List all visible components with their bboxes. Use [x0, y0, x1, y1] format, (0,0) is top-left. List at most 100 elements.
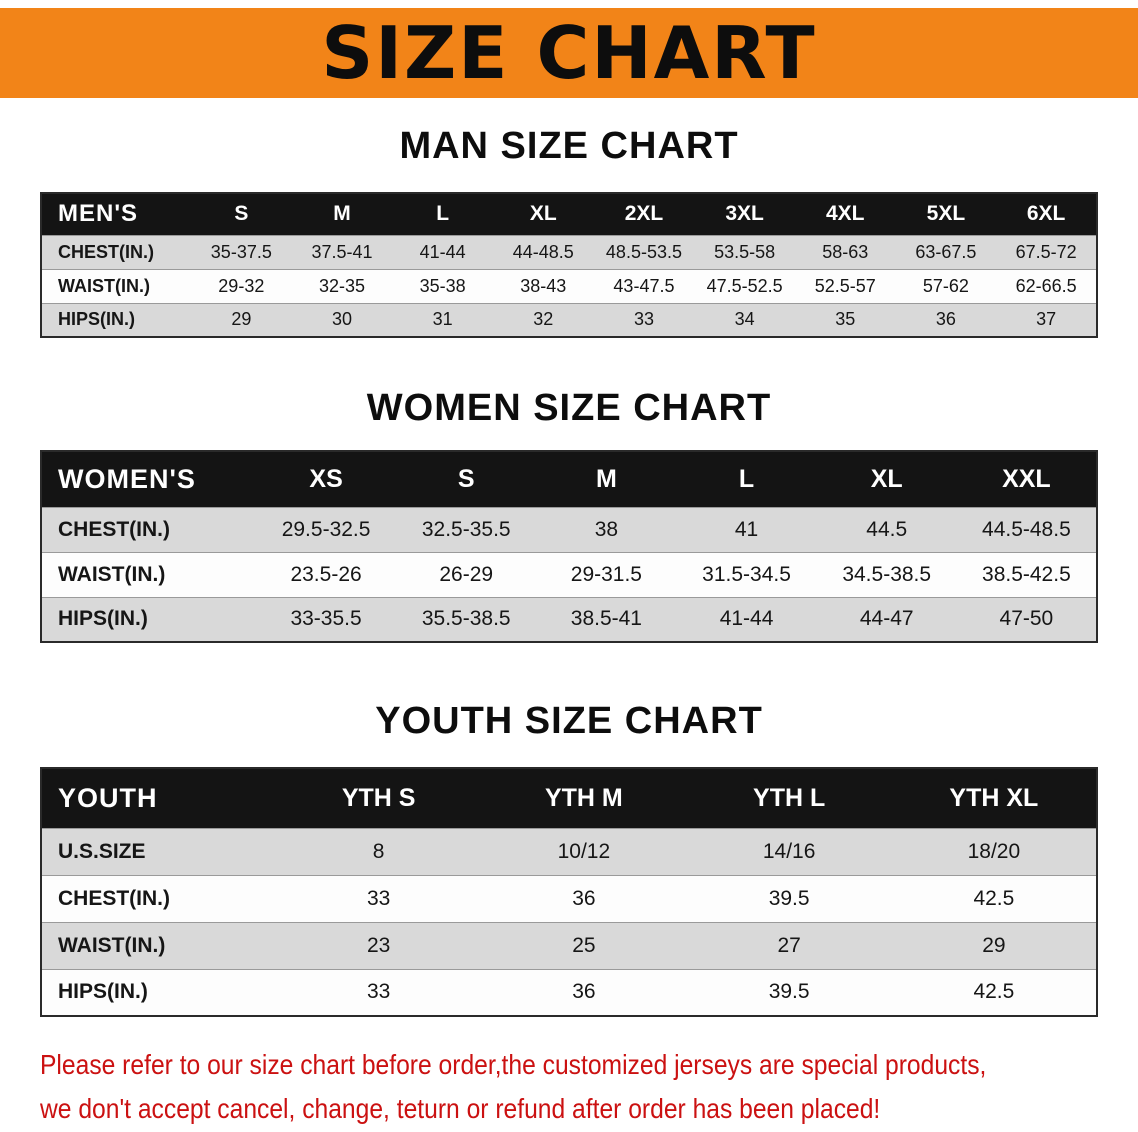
- size-value: 57-62: [922, 275, 969, 296]
- row-label: WAIST(IN.): [58, 562, 166, 586]
- size-value: 67.5-72: [1015, 241, 1077, 262]
- row-label: WAIST(IN.): [58, 275, 150, 296]
- size-column-header: S: [396, 451, 537, 507]
- size-value: 41-44: [719, 607, 774, 631]
- size-column-header: M: [536, 451, 677, 507]
- size-value: 43-47.5: [613, 275, 675, 296]
- size-value: 41-44: [419, 241, 466, 262]
- size-value: 8: [372, 839, 385, 863]
- size-column-header: XL: [492, 193, 594, 235]
- size-value: 42.5: [973, 980, 1015, 1004]
- men-size-table: MEN'S S M L XL 2XL 3XL 4XL 5XL 6XL CHEST(IN.) 35-37…: [40, 192, 1098, 338]
- size-value: 10/12: [557, 839, 611, 863]
- size-column-header: L: [392, 193, 493, 235]
- size-column-header: XXL: [956, 451, 1097, 507]
- size-value: 32-35: [318, 275, 365, 296]
- size-value: 52.5-57: [814, 275, 876, 296]
- disclaimer-line-1: Please refer to our size chart before or…: [40, 1049, 987, 1080]
- size-value: 37: [1036, 309, 1057, 330]
- title-banner: SIZE CHART: [0, 8, 1138, 98]
- size-value: 33: [366, 980, 391, 1004]
- women-size-table: WOMEN'S XS S M L XL XXL CHEST(IN.) 29.5-32.5 32.5…: [40, 450, 1098, 643]
- size-column-header: YTH L: [686, 768, 892, 828]
- size-value: 48.5-53.5: [605, 241, 682, 262]
- size-column-header: YTH M: [481, 768, 687, 828]
- size-value: 32: [533, 309, 554, 330]
- men-section-heading: MAN SIZE CHART: [399, 125, 739, 167]
- women-section-heading: WOMEN SIZE CHART: [366, 387, 772, 429]
- size-column-header: 6XL: [996, 193, 1097, 235]
- size-value: 34: [734, 309, 755, 330]
- size-column-header: YTH S: [276, 768, 482, 828]
- size-value: 34.5-38.5: [842, 562, 932, 586]
- men-size-section: MAN SIZE CHART MEN'S S M L XL 2XL 3XL 4XL 5XL 6XL…: [0, 124, 1138, 338]
- row-label: U.S.SIZE: [58, 839, 146, 863]
- table-corner-label: MEN'S: [41, 193, 191, 235]
- size-value: 41: [734, 517, 759, 541]
- table-row: HIPS(IN.) 33 36 39.5 42.5: [41, 969, 1097, 1016]
- size-value: 29.5-32.5: [281, 517, 371, 541]
- table-row: WAIST(IN.) 29-32 32-35 35-38 38-43 43-47.5 47.…: [41, 269, 1097, 303]
- size-value: 33: [633, 309, 654, 330]
- row-label: HIPS(IN.): [58, 980, 148, 1004]
- size-column-header: 3XL: [694, 193, 795, 235]
- size-column-header: XL: [816, 451, 957, 507]
- size-value: 58-63: [822, 241, 869, 262]
- row-label: WAIST(IN.): [58, 933, 166, 957]
- size-value: 39.5: [768, 980, 810, 1004]
- size-value: 38-43: [520, 275, 567, 296]
- size-value: 23: [366, 933, 391, 957]
- size-value: 35.5-38.5: [421, 607, 511, 631]
- size-value: 29-32: [218, 275, 265, 296]
- page-title: SIZE CHART: [321, 11, 817, 95]
- youth-section-heading: YOUTH SIZE CHART: [375, 700, 763, 742]
- size-value: 23.5-26: [290, 562, 362, 586]
- row-label: CHEST(IN.): [58, 886, 170, 910]
- table-row: U.S.SIZE 8 10/12 14/16 18/20: [41, 828, 1097, 875]
- disclaimer-text: Please refer to our size chart before or…: [40, 1043, 1138, 1131]
- size-value: 14/16: [762, 839, 816, 863]
- youth-size-section: YOUTH SIZE CHART YOUTH YTH S YTH M YTH L YTH…: [0, 699, 1138, 1017]
- size-column-header: XS: [256, 451, 397, 507]
- size-value: 53.5-58: [714, 241, 776, 262]
- size-column-header: 4XL: [794, 193, 896, 235]
- size-column-header: YTH XL: [891, 768, 1097, 828]
- table-header-row: MEN'S S M L XL 2XL 3XL 4XL 5XL 6XL: [41, 193, 1097, 235]
- size-value: 62-66.5: [1015, 275, 1077, 296]
- size-value: 44-48.5: [512, 241, 574, 262]
- size-value: 18/20: [967, 839, 1021, 863]
- table-header-row: WOMEN'S XS S M L XL XXL: [41, 451, 1097, 507]
- row-label: CHEST(IN.): [58, 241, 154, 262]
- disclaimer-line-2: we don't accept cancel, change, teturn o…: [40, 1093, 881, 1124]
- size-value: 44-47: [859, 607, 914, 631]
- size-value: 42.5: [973, 886, 1015, 910]
- size-value: 44.5-48.5: [982, 517, 1071, 541]
- table-row: CHEST(IN.) 35-37.5 37.5-41 41-44 44-48.5 48.5…: [41, 235, 1097, 269]
- size-value: 29-31.5: [570, 562, 642, 586]
- size-value: 44.5: [866, 517, 908, 541]
- size-value: 38: [594, 517, 619, 541]
- table-row: CHEST(IN.) 33 36 39.5 42.5: [41, 875, 1097, 922]
- size-value: 36: [935, 309, 956, 330]
- size-value: 38.5-42.5: [982, 562, 1071, 586]
- size-value: 26-29: [439, 562, 494, 586]
- size-value: 37.5-41: [311, 241, 373, 262]
- size-value: 25: [572, 933, 596, 957]
- table-row: WAIST(IN.) 23.5-26 26-29 29-31.5 31.5-34.5 34…: [41, 552, 1097, 597]
- size-value: 38.5-41: [570, 607, 642, 631]
- table-row: CHEST(IN.) 29.5-32.5 32.5-35.5 38 41 44.5 44.5…: [41, 507, 1097, 552]
- size-value: 39.5: [768, 886, 810, 910]
- size-column-header: L: [676, 451, 817, 507]
- size-value: 32.5-35.5: [421, 517, 511, 541]
- size-value: 63-67.5: [915, 241, 977, 262]
- table-row: HIPS(IN.) 29 30 31 32 33 34 35 36 37: [41, 303, 1097, 337]
- size-value: 47.5-52.5: [706, 275, 783, 296]
- size-value: 29: [982, 933, 1006, 957]
- row-label: HIPS(IN.): [58, 309, 136, 330]
- women-size-section: WOMEN SIZE CHART WOMEN'S XS S M L XL XXL CHEST(…: [0, 386, 1138, 643]
- size-value: 35: [835, 309, 856, 330]
- table-row: HIPS(IN.) 33-35.5 35.5-38.5 38.5-41 41-44 44-…: [41, 597, 1097, 642]
- size-value: 31.5-34.5: [702, 562, 791, 586]
- table-row: WAIST(IN.) 23 25 27 29: [41, 922, 1097, 969]
